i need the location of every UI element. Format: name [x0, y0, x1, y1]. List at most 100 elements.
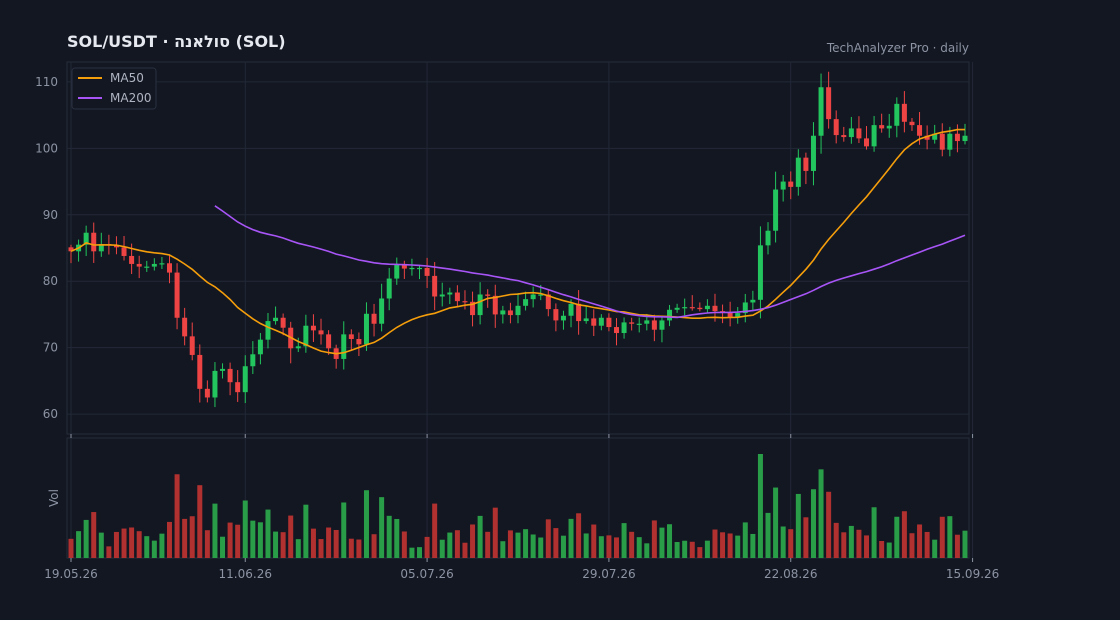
candle-body: [939, 133, 945, 150]
volume-bar: [83, 519, 89, 558]
candle-body: [417, 267, 423, 270]
candle-body: [826, 87, 832, 120]
volume-bar: [560, 535, 566, 558]
candle-body: [879, 125, 885, 129]
volume-bar: [76, 531, 82, 558]
candle-body: [507, 310, 513, 316]
volume-bar: [250, 520, 256, 558]
volume-bar: [667, 524, 673, 558]
candle-body: [735, 313, 741, 318]
volume-bar: [697, 547, 703, 558]
candle-body: [242, 366, 248, 393]
candle-body: [795, 157, 801, 187]
volume-bar: [401, 531, 407, 558]
y-tick-label: 100: [35, 141, 58, 155]
candle-body: [954, 133, 960, 142]
candle-body: [363, 313, 369, 345]
candle-body: [310, 325, 316, 331]
volume-bar: [409, 547, 415, 558]
candle-body: [833, 119, 839, 136]
volume-bar: [394, 518, 400, 558]
volume-bar: [113, 531, 119, 558]
volume-bar: [197, 485, 203, 558]
candle-body: [401, 263, 407, 269]
volume-bar: [833, 522, 839, 558]
volume-bar: [939, 516, 945, 558]
candle-body: [371, 313, 377, 324]
volume-bar: [227, 522, 233, 558]
candle-body: [83, 232, 89, 245]
volume-bar: [780, 526, 786, 558]
x-tick-label: 29.07.26: [582, 567, 635, 581]
volume-bar: [720, 532, 726, 558]
candle-body: [773, 189, 779, 231]
volume-bar: [500, 541, 506, 558]
volume-bar: [432, 503, 438, 558]
volume-bar: [901, 511, 907, 558]
candle-body: [470, 301, 476, 316]
candle-body: [394, 263, 400, 279]
candle-body: [326, 334, 332, 349]
candle-body: [689, 307, 695, 309]
price-panel-frame: [66, 61, 970, 435]
ma200-line: [214, 205, 966, 319]
volume-bar: [151, 540, 157, 558]
volume-bar: [242, 500, 248, 558]
volume-bar: [265, 509, 271, 558]
volume-bar: [439, 539, 445, 558]
volume-bar: [568, 518, 574, 558]
volume-bar: [576, 513, 582, 558]
candle-body: [765, 230, 771, 246]
volume-bar: [507, 530, 513, 558]
candle-body: [848, 128, 854, 138]
volume-bar: [545, 519, 551, 558]
candle-body: [492, 295, 498, 315]
candle-body: [864, 138, 870, 147]
candle-body: [220, 368, 226, 371]
candle-body: [583, 318, 589, 322]
candle-body: [901, 103, 907, 122]
candle-body: [477, 294, 483, 316]
candle-body: [667, 309, 673, 321]
volume-bar: [818, 469, 824, 558]
candle-body: [545, 294, 551, 310]
volume-bar: [447, 532, 453, 558]
candle-body: [356, 339, 362, 345]
volume-bar: [417, 547, 423, 558]
volume-bar: [235, 524, 241, 558]
volume-bar: [606, 535, 612, 558]
volume-axis-label: Vol: [47, 489, 61, 507]
volume-bar: [424, 536, 430, 558]
candle-body: [303, 325, 309, 347]
volume-bar: [864, 535, 870, 558]
candle-body: [598, 317, 604, 326]
ma50-line: [70, 128, 965, 355]
volume-bar: [750, 533, 756, 558]
candle-body: [432, 275, 438, 297]
candle-body: [447, 292, 453, 295]
x-tick-label: 05.07.26: [400, 567, 453, 581]
volume-bar: [477, 515, 483, 558]
candle-body: [818, 87, 824, 136]
x-tick-label: 22.08.26: [764, 567, 817, 581]
volume-bar: [659, 527, 665, 558]
candle-body: [629, 322, 635, 324]
candle-body: [409, 267, 415, 270]
volume-bar: [363, 490, 369, 558]
volume-bar: [712, 529, 718, 558]
candle-body: [113, 245, 119, 248]
volume-bar: [917, 524, 923, 558]
volume-bar: [704, 540, 710, 558]
y-tick-label: 110: [35, 75, 58, 89]
y-tick-label: 90: [43, 208, 58, 222]
volume-bar: [492, 507, 498, 558]
volume-bar: [795, 493, 801, 558]
candle-body: [439, 294, 445, 297]
candle-body: [91, 232, 97, 252]
candle-body: [144, 266, 150, 268]
candle-body: [204, 388, 210, 398]
candle-body: [560, 315, 566, 321]
candle-body: [909, 121, 915, 126]
candle-body: [197, 354, 203, 389]
volume-bar: [583, 533, 589, 558]
